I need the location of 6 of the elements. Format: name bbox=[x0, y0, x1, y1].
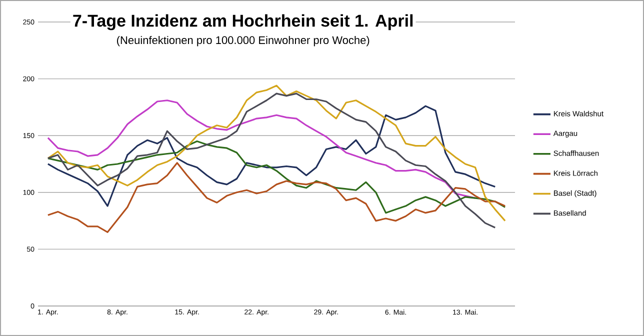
line-series bbox=[47, 105, 496, 207]
line-series bbox=[47, 162, 506, 233]
line-series bbox=[47, 140, 506, 214]
line-series bbox=[47, 100, 476, 199]
text: (Neuinfektionen pro 100.000 Einwohner pro Woche) bbox=[117, 36, 370, 46]
chart-title: 7-Tage Inzidenz am Hochrhein seit 1. April bbox=[73, 14, 413, 30]
